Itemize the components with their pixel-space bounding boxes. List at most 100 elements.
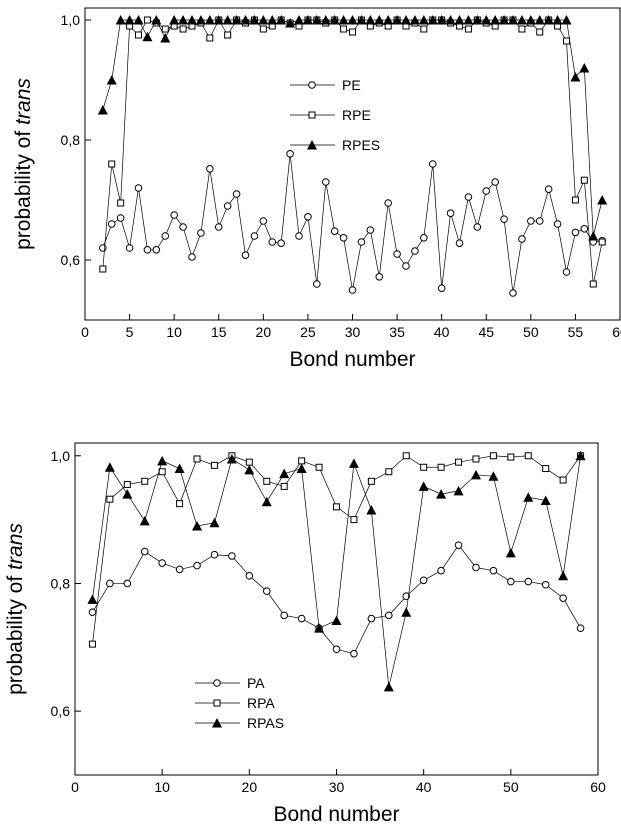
data-point [193,455,201,463]
data-point [571,228,580,237]
x-tick-label: 20 [242,779,258,795]
data-point [472,15,483,25]
data-point [108,160,116,168]
data-point [558,570,569,581]
data-point [175,565,184,574]
data-point [226,453,237,464]
data-point [392,15,403,25]
data-point [597,195,608,205]
legend-label: RPE [342,107,371,123]
data-point [249,15,260,25]
data-point [570,72,581,82]
x-tick-label: 15 [211,324,227,340]
data-point [176,500,184,508]
data-point [222,15,233,25]
x-tick-label: 10 [166,324,182,340]
data-point [393,250,401,258]
data-point [559,594,567,602]
data-point [445,15,456,25]
data-point [223,202,232,210]
data-point [523,492,534,502]
data-point [298,457,306,465]
x-tick-label: 35 [389,324,405,340]
data-point [267,15,278,25]
data-point [187,15,197,25]
data-point [411,247,419,255]
data-point [174,463,185,474]
plot-area [87,450,586,692]
data-point [339,234,348,242]
data-point [419,576,428,585]
data-point [436,489,447,499]
data-point [454,15,465,25]
x-tick-label: 25 [300,324,316,340]
y-tick-label: 1,0 [51,448,71,464]
data-point [135,31,142,39]
data-point [367,614,376,623]
data-point [418,481,429,491]
data-point [213,15,224,25]
data-point [295,232,303,240]
y-axis-label-text: probability of [4,576,27,695]
data-point [294,15,304,25]
data-point [579,63,590,73]
data-point [244,464,255,475]
data-point [232,190,241,198]
x-tick-label: 10 [154,779,170,795]
data-point [195,15,206,25]
data-point [499,15,510,25]
data-point [210,461,218,469]
data-point [193,561,201,570]
data-point [401,15,411,25]
data-point [580,176,588,184]
data-point [561,15,572,25]
x-tick-label: 30 [329,779,345,795]
data-point [124,15,135,25]
data-point [214,223,223,231]
data-point [505,547,516,558]
plot-area [97,15,608,297]
data-point [470,469,481,480]
data-point [152,246,161,254]
data-point [348,458,359,468]
data-point [580,225,589,233]
data-point [133,15,144,25]
y-axis-label-italic: trans [4,523,27,570]
x-tick-label: 20 [256,324,272,340]
data-point [552,15,563,25]
data-point [473,223,482,231]
data-point [420,463,428,471]
x-tick-label: 40 [434,324,450,340]
data-point [500,215,508,223]
data-point [401,607,412,617]
x-tick-label: 40 [416,779,432,795]
data-point [143,246,152,254]
data-point [507,577,515,586]
data-point [262,587,271,595]
data-point [179,25,187,33]
data-point [258,15,269,25]
data-point [106,495,114,503]
data-point [206,165,214,173]
data-point [331,615,342,625]
data-point [209,517,220,528]
data-point [518,25,526,33]
data-point [524,452,532,460]
data-point [383,681,394,692]
data-point [464,25,472,33]
data-point [340,25,348,33]
y-axis-label-italic: trans [12,78,35,125]
data-point [313,280,321,288]
plot-frame [84,7,621,321]
data-point [541,580,550,589]
data-point [402,452,410,460]
y-tick-label: 0,8 [61,132,81,148]
legend-marker [308,81,316,89]
data-point [488,471,499,481]
data-point [350,649,358,658]
data-point [151,15,162,25]
series-line [92,544,581,655]
x-tick-label: 60 [612,324,621,340]
y-axis-label-text: probability of [12,131,35,250]
data-point [384,199,392,207]
